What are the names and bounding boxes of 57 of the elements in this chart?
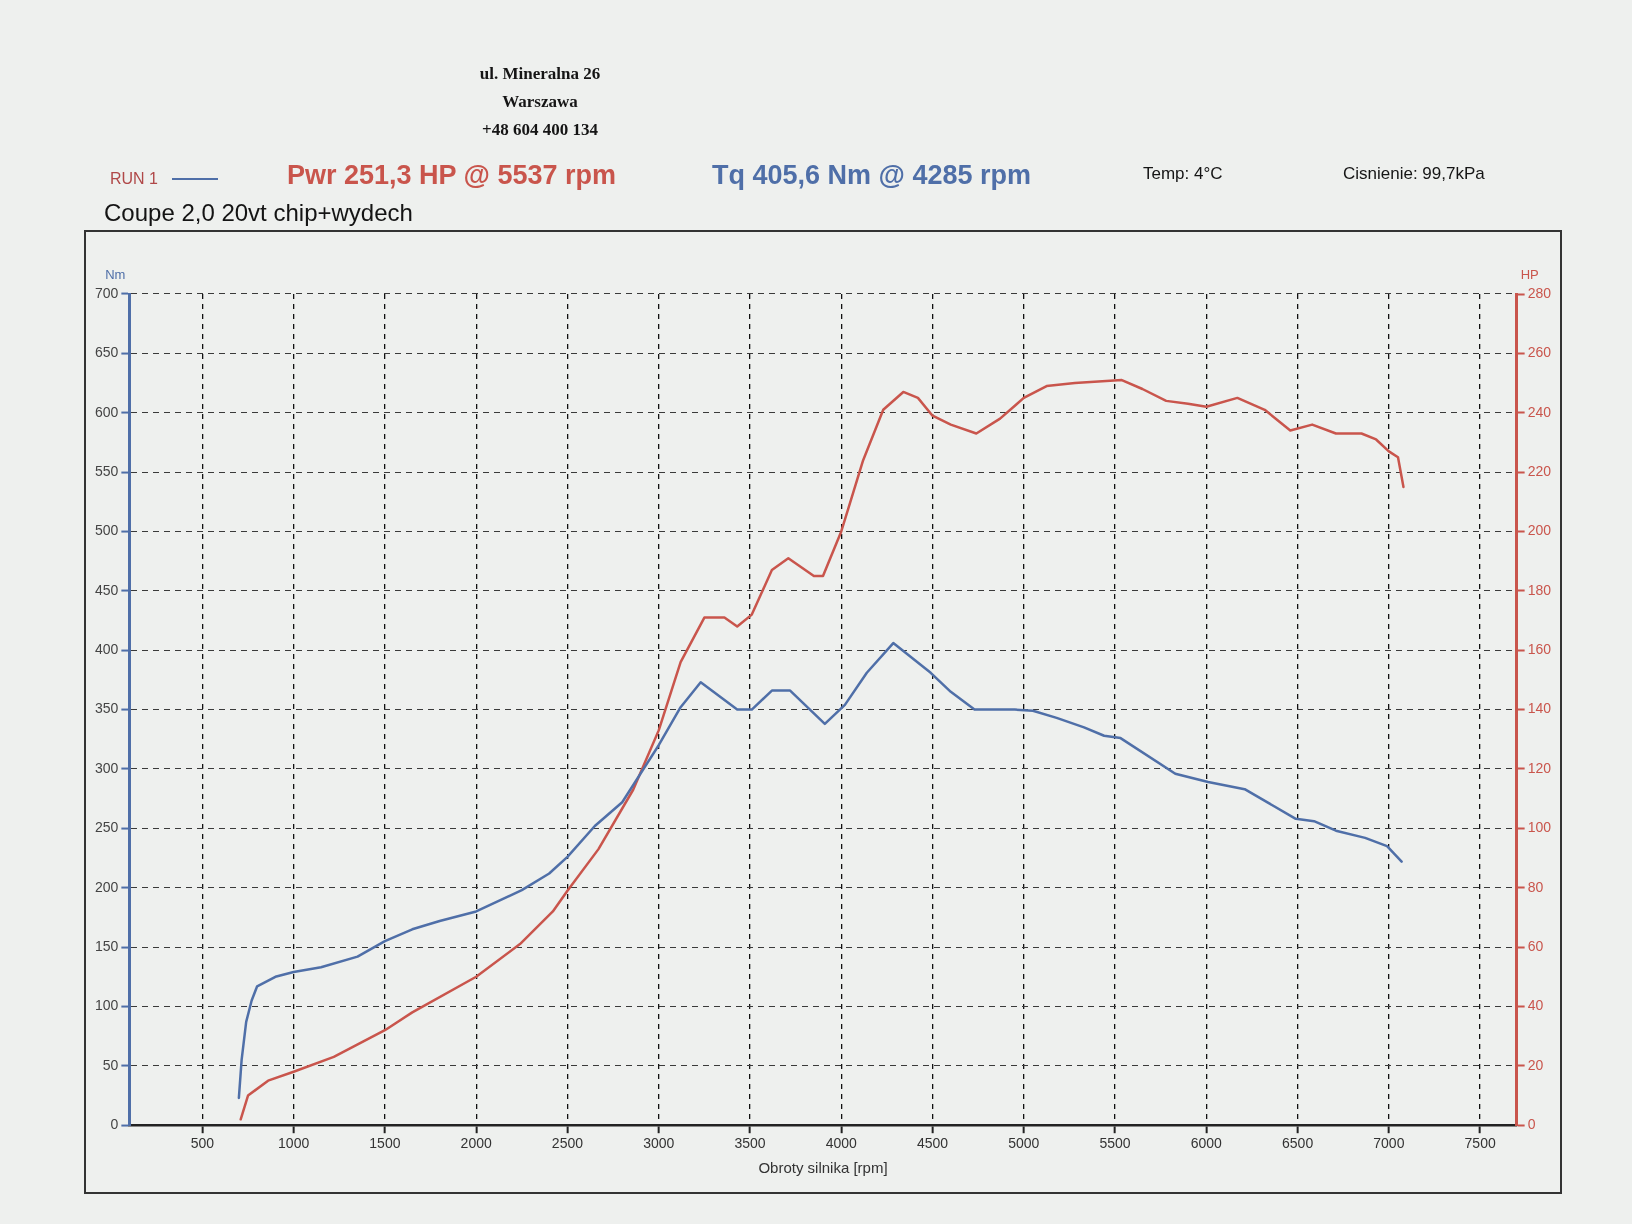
- text: Warszawa: [501, 91, 579, 113]
- y2-tick-label: 0: [1527, 1116, 1536, 1133]
- text: Tq 405,6 Nm @ 4285 rpm: [712, 160, 1031, 191]
- x-tick-label: 5000: [1008, 1135, 1040, 1152]
- y2-tick-label: 40: [1527, 997, 1544, 1014]
- y-tick-label: 50: [102, 1056, 119, 1073]
- text: Cisnienie: 99,7kPa: [1343, 164, 1485, 184]
- y-tick-label: 700: [95, 284, 119, 301]
- y-tick-label: 650: [95, 344, 119, 361]
- x-tick-label: 7000: [1373, 1135, 1405, 1152]
- text: ul. Mineralna 26: [478, 63, 602, 85]
- y2-tick-label: 240: [1527, 403, 1552, 420]
- x-tick-label: 2000: [460, 1135, 492, 1152]
- y-tick-label: 0: [110, 1116, 119, 1133]
- x-tick-label: 2500: [551, 1135, 584, 1152]
- y2-tick-label: 120: [1527, 759, 1552, 776]
- y-tick-label: 450: [95, 581, 119, 598]
- x-tick-label: 3000: [643, 1135, 675, 1152]
- legend-label: RUN 1: [110, 169, 159, 189]
- y2-tick-label: 160: [1527, 641, 1552, 658]
- y-tick-label: 350: [95, 700, 119, 717]
- y2-tick-label: 200: [1527, 522, 1552, 539]
- y2-tick-label: 140: [1527, 700, 1552, 717]
- y2-tick-label: 80: [1527, 878, 1544, 895]
- x-tick-label: 3500: [734, 1135, 766, 1152]
- x-tick-label: 500: [190, 1135, 215, 1152]
- y-tick-label: 300: [95, 759, 119, 776]
- y2-tick-label: 260: [1527, 344, 1552, 361]
- y2-tick-label: 20: [1527, 1056, 1544, 1073]
- x-tick-label: 1500: [369, 1135, 401, 1152]
- y2-tick-label: 60: [1527, 937, 1544, 954]
- y-tick-label: 150: [95, 937, 119, 954]
- x-tick-label: 5500: [1099, 1135, 1131, 1152]
- x-tick-label: 7500: [1464, 1135, 1496, 1152]
- chart-title: Coupe 2,0 20vt chip+wydech: [104, 198, 413, 228]
- y-tick-label: 600: [95, 403, 119, 420]
- y-tick-label: 100: [95, 997, 119, 1014]
- y2-tick-label: 100: [1527, 819, 1552, 836]
- y-tick-label: 250: [95, 819, 119, 836]
- y-tick-label: 550: [95, 462, 119, 479]
- y2-tick-label: 220: [1527, 462, 1552, 479]
- text: Temp: 4°C: [1143, 164, 1223, 184]
- x-tick-label: 6500: [1282, 1135, 1314, 1152]
- y-tick-label: 500: [95, 522, 119, 539]
- y-tick-label: 400: [95, 641, 119, 658]
- y2-tick-label: 280: [1527, 284, 1552, 301]
- x-tick-label: 4500: [916, 1135, 949, 1152]
- y2-axis-title: HP: [1520, 267, 1539, 283]
- x-tick-label: 1000: [278, 1135, 310, 1152]
- x-axis-title: Obroty silnika [rpm]: [758, 1159, 888, 1177]
- y2-tick-label: 180: [1527, 581, 1552, 598]
- x-tick-label: 4000: [825, 1135, 858, 1152]
- y-tick-label: 200: [95, 878, 119, 895]
- y-axis-title: Nm: [105, 267, 126, 283]
- text: Pwr 251,3 HP @ 5537 rpm: [287, 160, 617, 191]
- text: +48 604 400 134: [481, 119, 599, 141]
- x-tick-label: 6000: [1190, 1135, 1223, 1152]
